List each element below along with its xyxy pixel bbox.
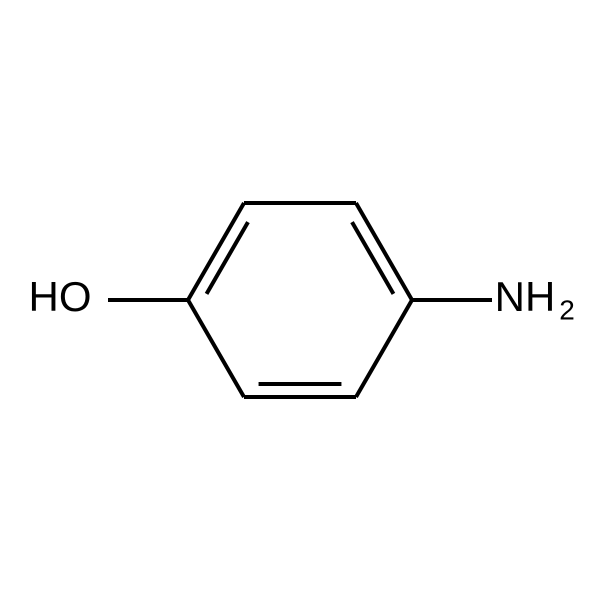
molecule-svg: HO NH2: [0, 0, 600, 600]
bond-C3-C4: [188, 203, 244, 300]
label-OH-0: HO: [29, 273, 92, 320]
label-NH2-1: 2: [559, 294, 575, 325]
label-NH2-0: NH: [495, 273, 556, 320]
bond-C6-C1: [356, 300, 412, 397]
bond-C4-C5: [188, 300, 244, 397]
bond-C1-C2: [356, 203, 412, 300]
